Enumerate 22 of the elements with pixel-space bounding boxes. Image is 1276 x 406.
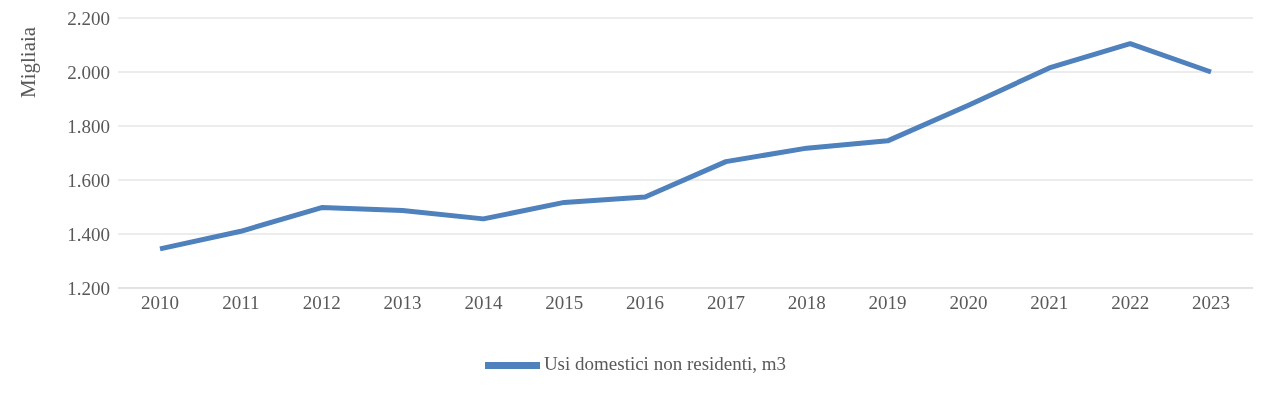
x-tick-label: 2019	[868, 292, 907, 314]
legend-label: Usi domestici non residenti, m3	[543, 352, 787, 374]
y-tick-label: 1.600	[67, 169, 110, 191]
x-tick-label: 2018	[787, 292, 826, 314]
x-tick-label: 2023	[1192, 292, 1230, 314]
x-tick-label: 2020	[949, 292, 988, 314]
y-tick-label: 2.000	[67, 61, 110, 83]
x-tick-label: 2016	[626, 292, 665, 314]
y-tick-label: 1.200	[67, 277, 110, 299]
x-tick-label: 2021	[1030, 292, 1069, 314]
x-tick-label: 2014	[464, 292, 503, 314]
y-axis-title: Migliaia	[16, 26, 41, 98]
x-tick-label: 2010	[141, 292, 179, 314]
x-tick-label: 2022	[1111, 292, 1150, 314]
x-tick-label: 2017	[706, 292, 745, 314]
y-tick-label: 1.400	[67, 223, 110, 245]
y-tick-label: 1.800	[67, 115, 110, 137]
y-tick-label: 2.200	[67, 7, 110, 29]
x-tick-label: 2015	[545, 292, 584, 314]
x-tick-label: 2013	[383, 292, 422, 314]
x-tick-label: 2012	[302, 292, 341, 314]
x-tick-label: 2011	[222, 292, 260, 314]
